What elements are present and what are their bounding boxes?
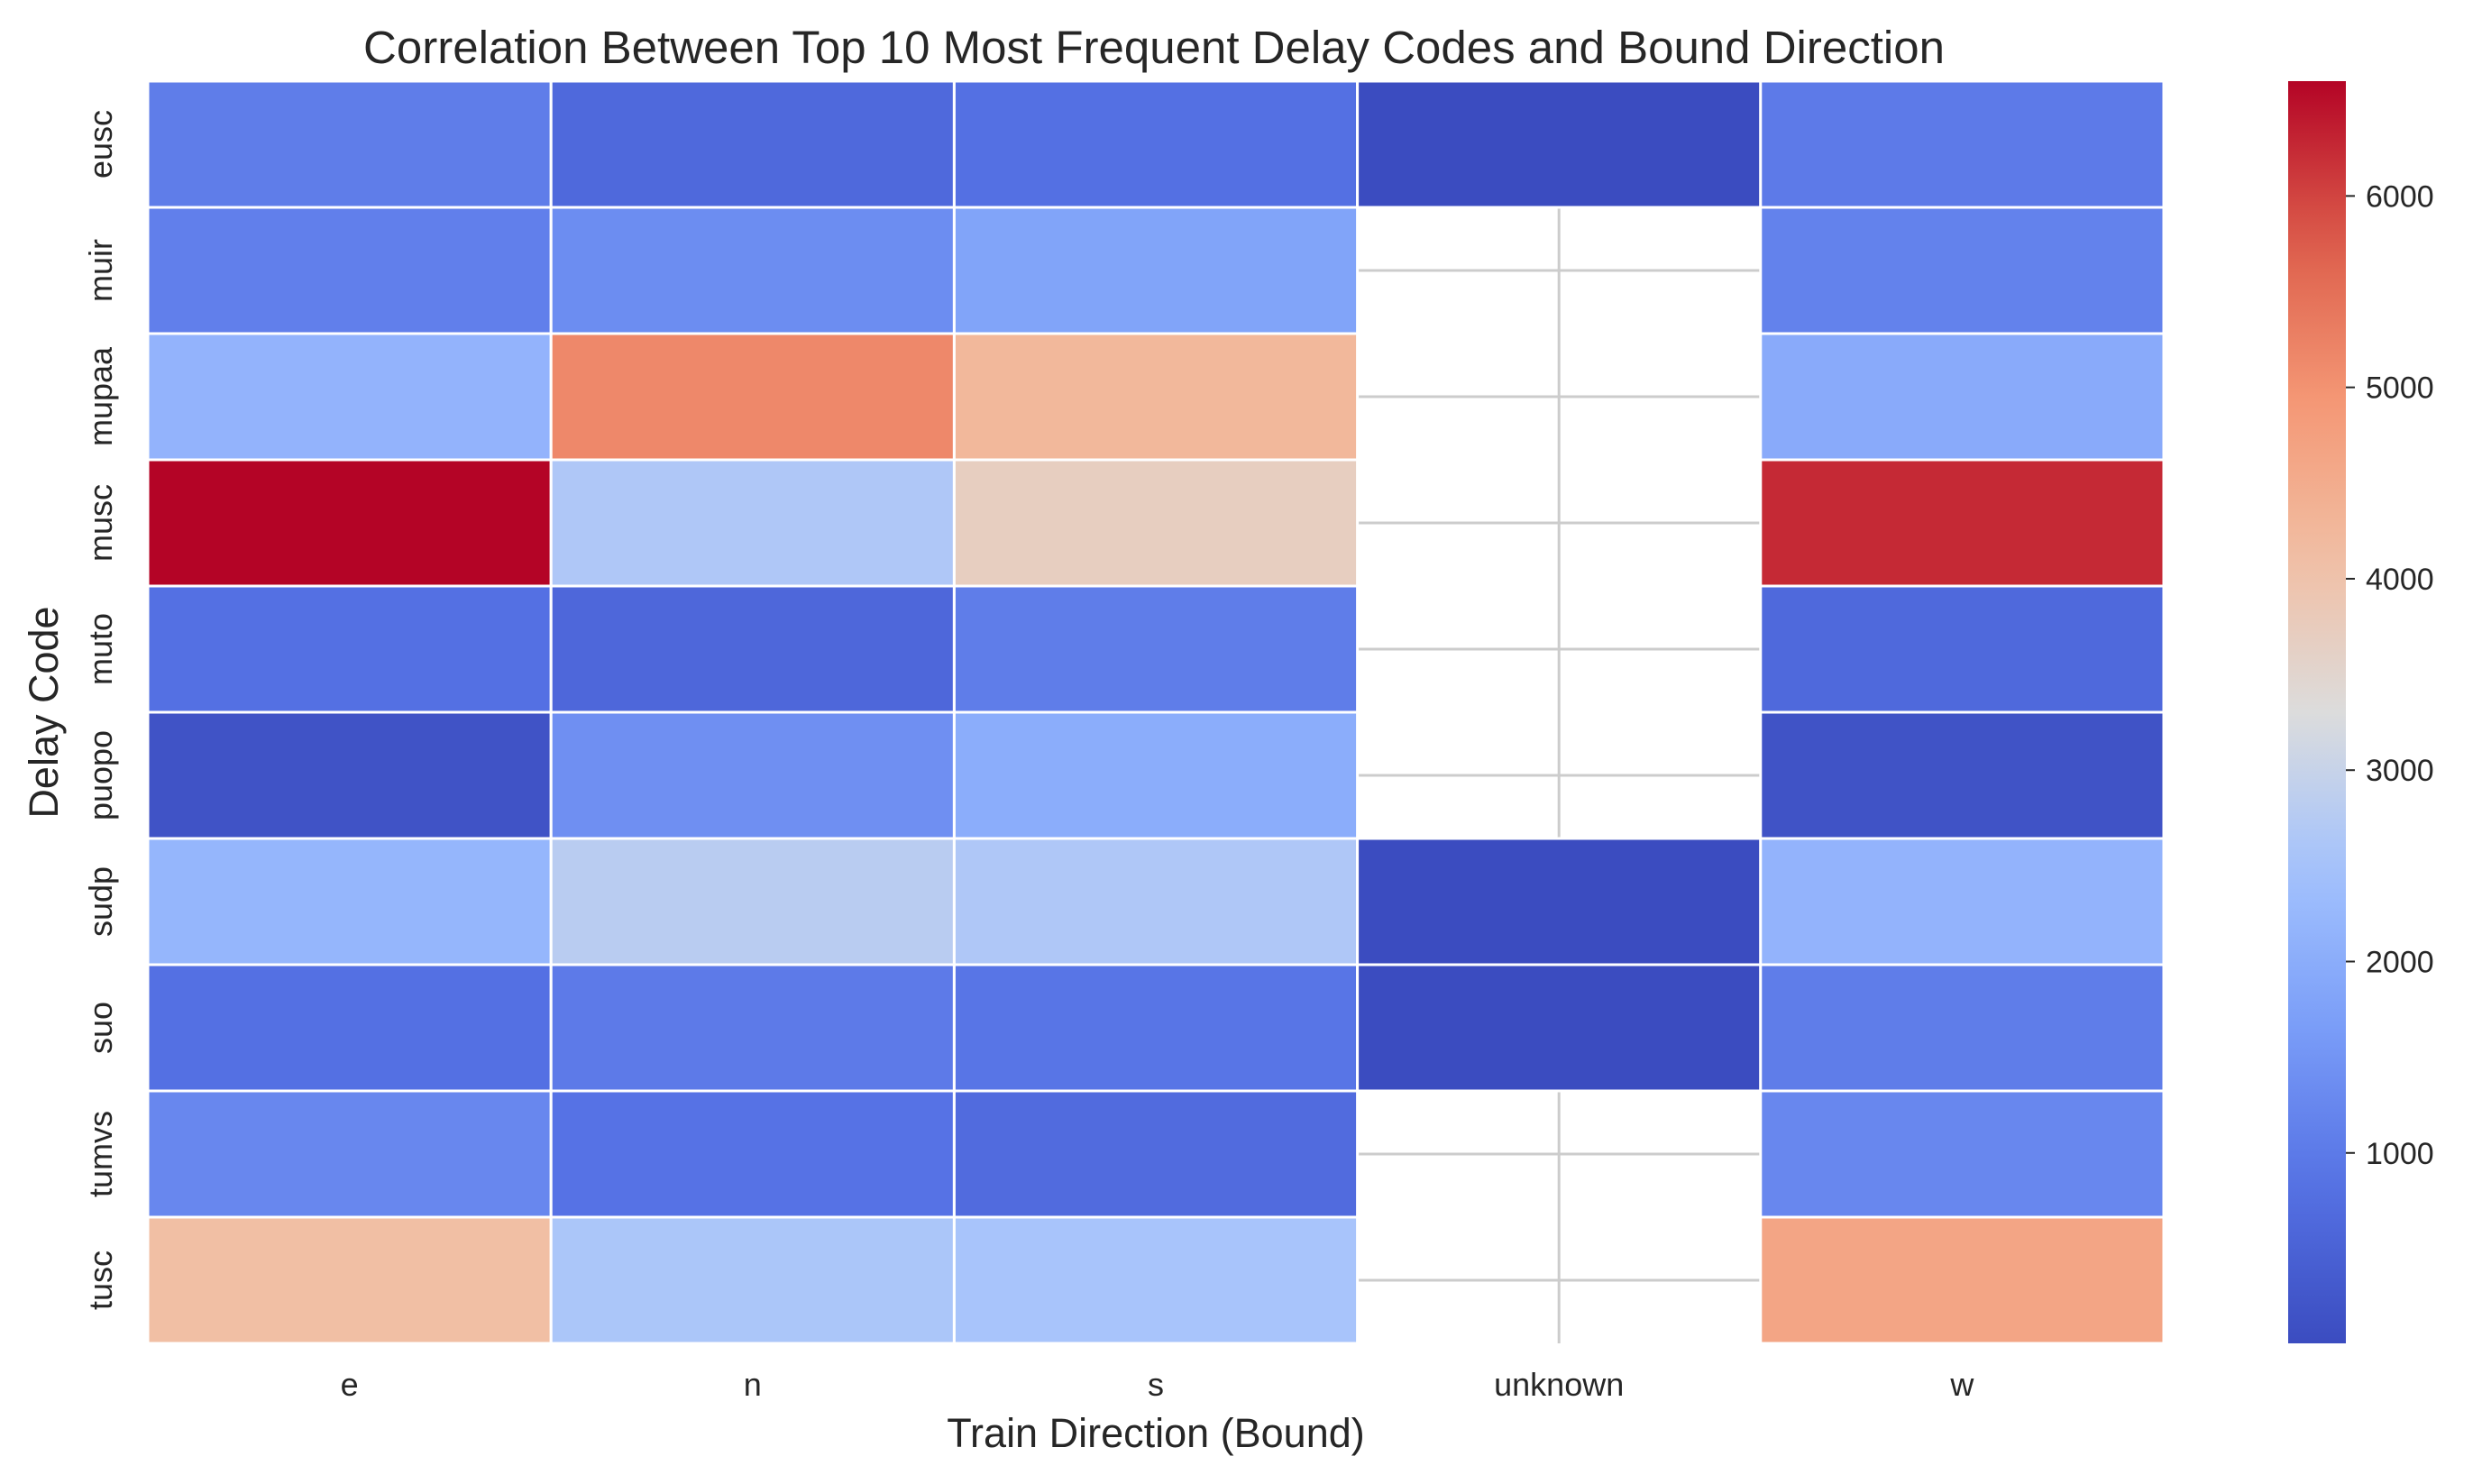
heatmap-cell-eusc-w [1759, 79, 2166, 209]
heatmap-cell-mupaa-e [146, 332, 553, 462]
heatmap-cell-tumvs-s [952, 1089, 1360, 1219]
heatmap-cell-tusc-e [146, 1215, 553, 1345]
heatmap-cell-puopo-s [952, 710, 1360, 840]
heatmap-cell-suo-w [1759, 963, 2166, 1093]
x-tick-label: e [341, 1366, 359, 1403]
heatmap-cell-tumvs-n [549, 1089, 956, 1219]
heatmap-cell-eusc-s [952, 79, 1360, 209]
y-tick-label: tumvs [82, 1111, 119, 1197]
colorbar-tick-label: 2000 [2366, 945, 2434, 979]
y-tick-label: sudp [82, 866, 119, 937]
x-tick-label: unknown [1494, 1366, 1624, 1403]
colorbar-ticks: 1000 2000 3000 4000 5000 6000 [2346, 179, 2434, 1171]
heatmap-cell-eusc-unknown [1356, 79, 1763, 209]
heatmap-cell-muto-e [146, 584, 553, 714]
heatmap-cell-suo-n [549, 963, 956, 1093]
heatmap-cell-tusc-w [1759, 1215, 2166, 1345]
x-tick-label: w [1949, 1366, 1974, 1403]
x-tick-label: s [1148, 1366, 1164, 1403]
heatmap-cell-muir-s [952, 206, 1360, 335]
y-tick-label: musc [82, 484, 119, 562]
chart-title: Correlation Between Top 10 Most Frequent… [363, 22, 1945, 73]
heatmap-cell-eusc-n [549, 79, 956, 209]
heatmap-cell-tumvs-w [1759, 1089, 2166, 1219]
y-tick-label: tusc [82, 1250, 119, 1310]
heatmap-cell-mupaa-s [952, 332, 1360, 462]
colorbar-tick-label: 3000 [2366, 754, 2434, 788]
y-tick-label: muto [82, 613, 119, 685]
y-tick-label: suo [82, 1002, 119, 1054]
heatmap-cell-puopo-w [1759, 710, 2166, 840]
heatmap-cell-muto-w [1759, 584, 2166, 714]
colorbar-tick-label: 4000 [2366, 563, 2434, 597]
y-tick-label: muir [82, 239, 119, 302]
heatmap-cell-muir-n [549, 206, 956, 335]
heatmap-cell-sudp-w [1759, 837, 2166, 966]
heatmap-cell-tusc-s [952, 1215, 1360, 1345]
y-tick-labels: eusc muir mupaa musc muto puopo sudp suo tumvs tu… [82, 110, 119, 1310]
y-tick-label: eusc [82, 110, 119, 179]
heatmap-cell-muto-n [549, 584, 956, 714]
heatmap-cell-musc-e [146, 458, 553, 588]
heatmap-cell-suo-unknown [1356, 963, 1763, 1093]
heatmap-cell-tumvs-e [146, 1089, 553, 1219]
x-tick-label: n [744, 1366, 762, 1403]
colorbar-tick-label: 1000 [2366, 1137, 2434, 1171]
heatmap-cell-suo-e [146, 963, 553, 1093]
heatmap-cell-sudp-e [146, 837, 553, 966]
colorbar-tick-label: 5000 [2366, 371, 2434, 406]
heatmap-cell-mupaa-w [1759, 332, 2166, 462]
heatmap-cell-sudp-s [952, 837, 1360, 966]
x-tick-labels: e n s unknown w [341, 1366, 1975, 1403]
heatmap-cell-muir-w [1759, 206, 2166, 335]
colorbar-tick-label: 6000 [2366, 179, 2434, 214]
heatmap-cell-muir-e [146, 206, 553, 335]
heatmap-cell-musc-w [1759, 458, 2166, 588]
heatmap-cell-musc-s [952, 458, 1360, 588]
heatmap-cell-eusc-e [146, 79, 553, 209]
colorbar [2288, 81, 2346, 1343]
heatmap-cell-sudp-unknown [1356, 837, 1763, 966]
heatmap-cell-puopo-n [549, 710, 956, 840]
heatmap-cell-muto-s [952, 584, 1360, 714]
heatmap-cell-musc-n [549, 458, 956, 588]
y-tick-label: mupaa [82, 346, 119, 446]
y-axis-label: Delay Code [21, 606, 67, 818]
heatmap-cell-suo-s [952, 963, 1360, 1093]
x-axis-label: Train Direction (Bound) [947, 1410, 1365, 1456]
y-tick-label: puopo [82, 730, 119, 820]
heatmap-cell-sudp-n [549, 837, 956, 966]
heatmap-cell-puopo-e [146, 710, 553, 840]
heatmap-cells [146, 79, 2166, 1345]
heatmap-cell-mupaa-n [549, 332, 956, 462]
heatmap-cell-tusc-n [549, 1215, 956, 1345]
